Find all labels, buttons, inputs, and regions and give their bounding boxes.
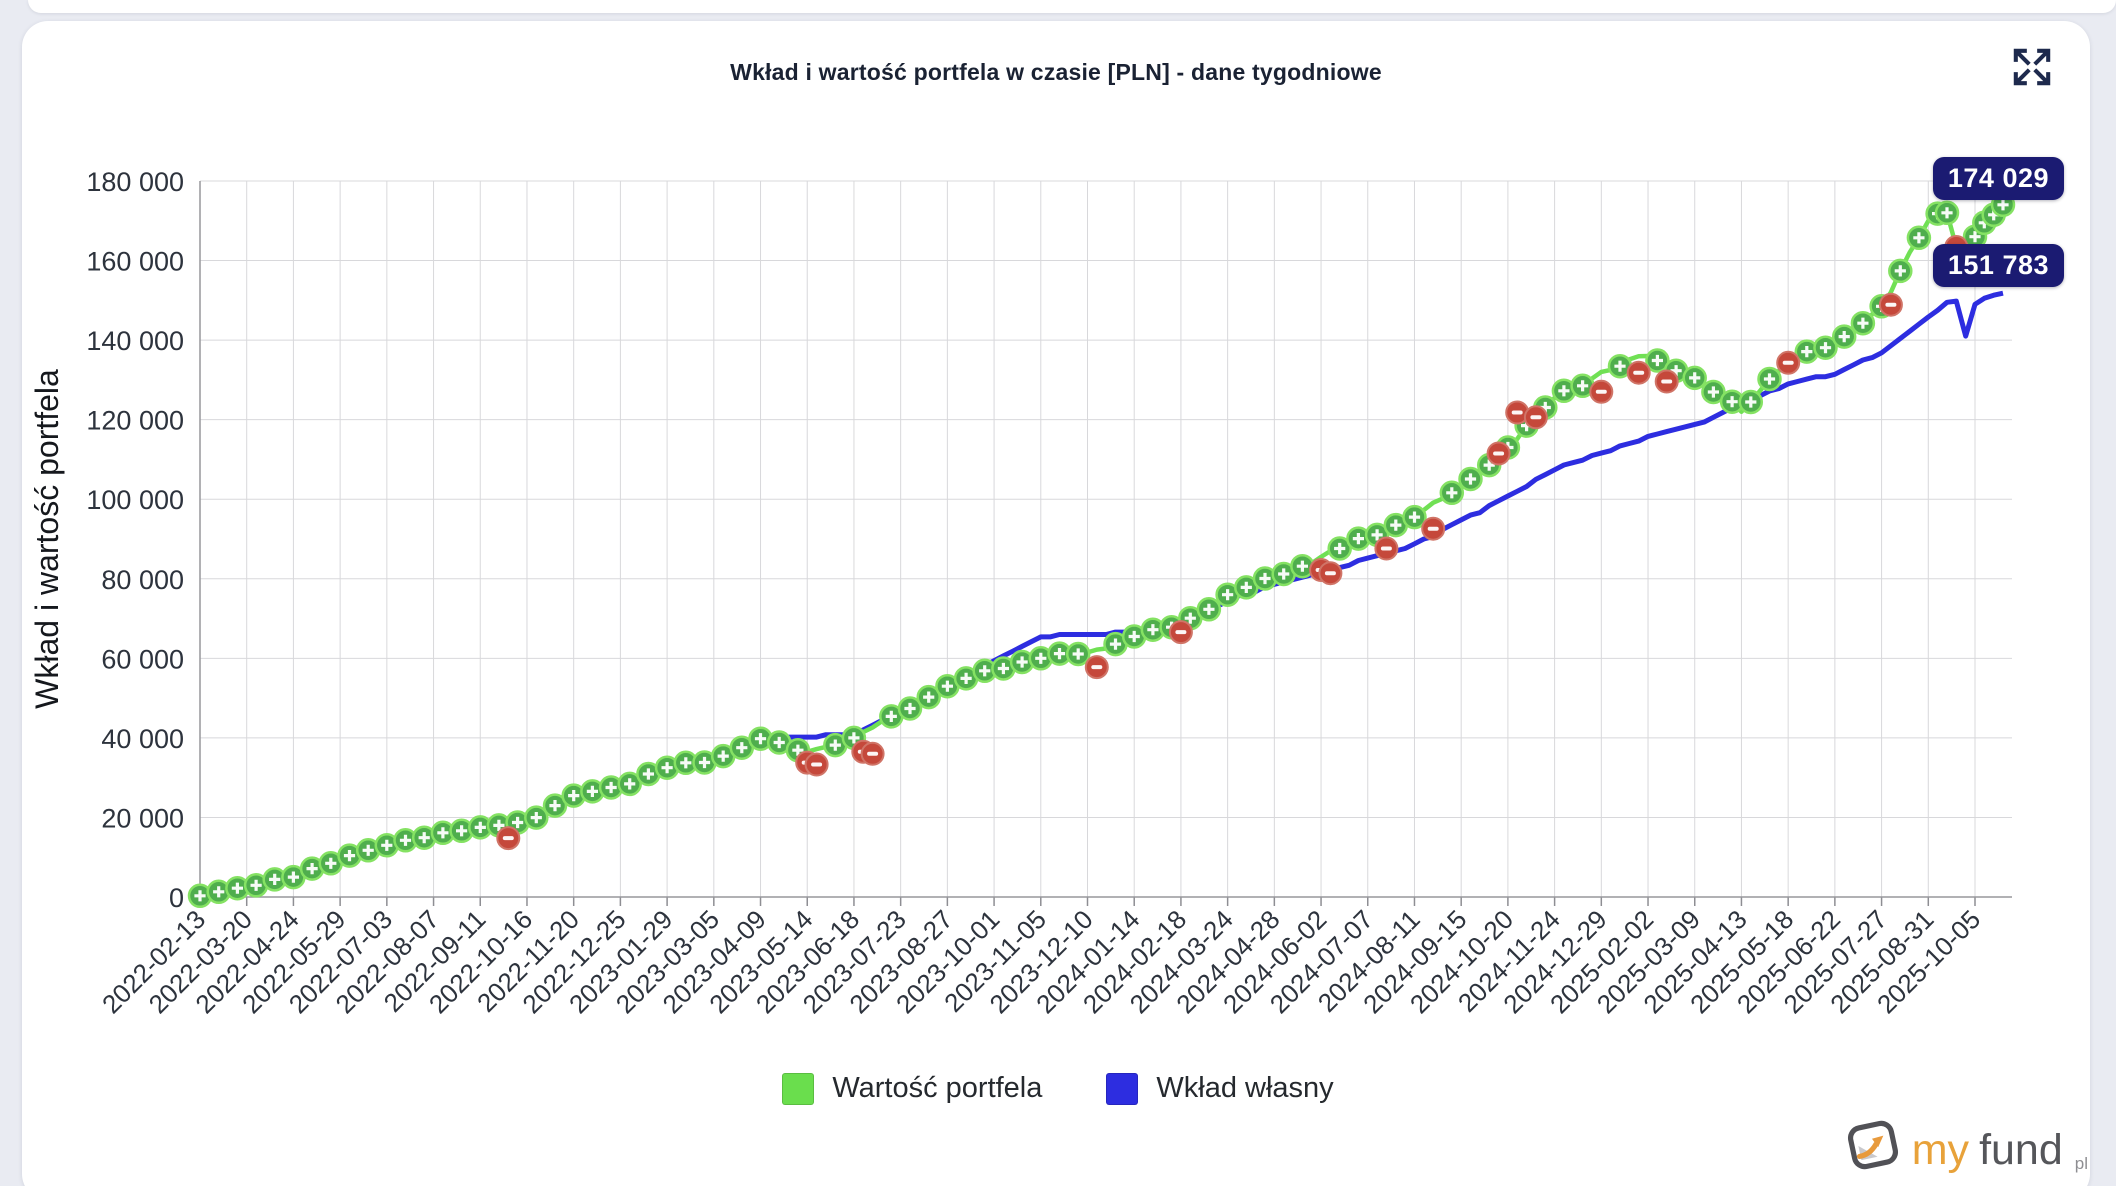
logo-text-my: my <box>1911 1126 1970 1174</box>
portfolio-end-value-badge: 174 029 <box>1932 157 2064 200</box>
svg-text:140 000: 140 000 <box>86 326 184 356</box>
legend-item-portfolio-value[interactable]: Wartość portfela <box>782 1072 1042 1105</box>
logo-text-fund: fund <box>1979 1126 2063 1174</box>
svg-text:60 000: 60 000 <box>101 644 184 674</box>
legend-item-own-contribution[interactable]: Wkład własny <box>1106 1072 1334 1105</box>
logo-text-pl: pl <box>2074 1154 2088 1173</box>
portfolio-value-swatch <box>782 1072 815 1105</box>
svg-text:40 000: 40 000 <box>101 724 184 754</box>
svg-text:160 000: 160 000 <box>86 247 184 277</box>
myfund-logo-icon <box>1844 1116 1902 1179</box>
chart-card: Wkład i wartość portfela w czasie [PLN] … <box>22 21 2090 1186</box>
svg-text:180 000: 180 000 <box>86 167 184 197</box>
svg-text:100 000: 100 000 <box>86 485 184 515</box>
myfund-logo[interactable]: my fund pl <box>1844 1116 2088 1179</box>
svg-text:120 000: 120 000 <box>86 406 184 436</box>
fullscreen-button[interactable] <box>2008 43 2056 91</box>
contribution-end-value-badge: 151 783 <box>1932 244 2064 287</box>
expand-arrows-icon <box>2013 48 2051 86</box>
legend-label-portfolio-value: Wartość portfela <box>832 1072 1043 1104</box>
top-card-edge <box>28 0 2116 13</box>
svg-text:20 000: 20 000 <box>101 803 184 833</box>
svg-text:Wkład i wartość portfela: Wkład i wartość portfela <box>29 369 65 709</box>
legend-label-own-contribution: Wkład własny <box>1156 1072 1334 1104</box>
svg-text:0: 0 <box>169 883 184 913</box>
chart-title: Wkład i wartość portfela w czasie [PLN] … <box>730 59 1382 85</box>
chart-legend: Wartość portfela Wkład własny <box>0 1072 2116 1105</box>
svg-text:80 000: 80 000 <box>101 565 184 595</box>
own-contribution-swatch <box>1106 1072 1139 1105</box>
